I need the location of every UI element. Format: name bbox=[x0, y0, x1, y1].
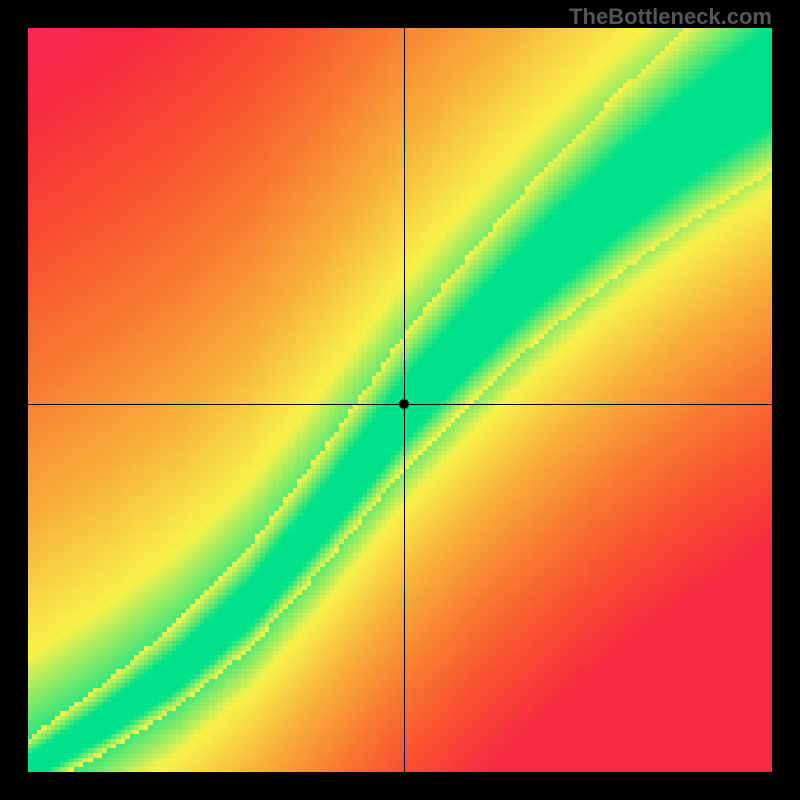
watermark-text: TheBottleneck.com bbox=[569, 4, 772, 30]
chart-container: TheBottleneck.com bbox=[0, 0, 800, 800]
plot-area bbox=[28, 28, 772, 772]
data-point-marker bbox=[399, 399, 409, 409]
